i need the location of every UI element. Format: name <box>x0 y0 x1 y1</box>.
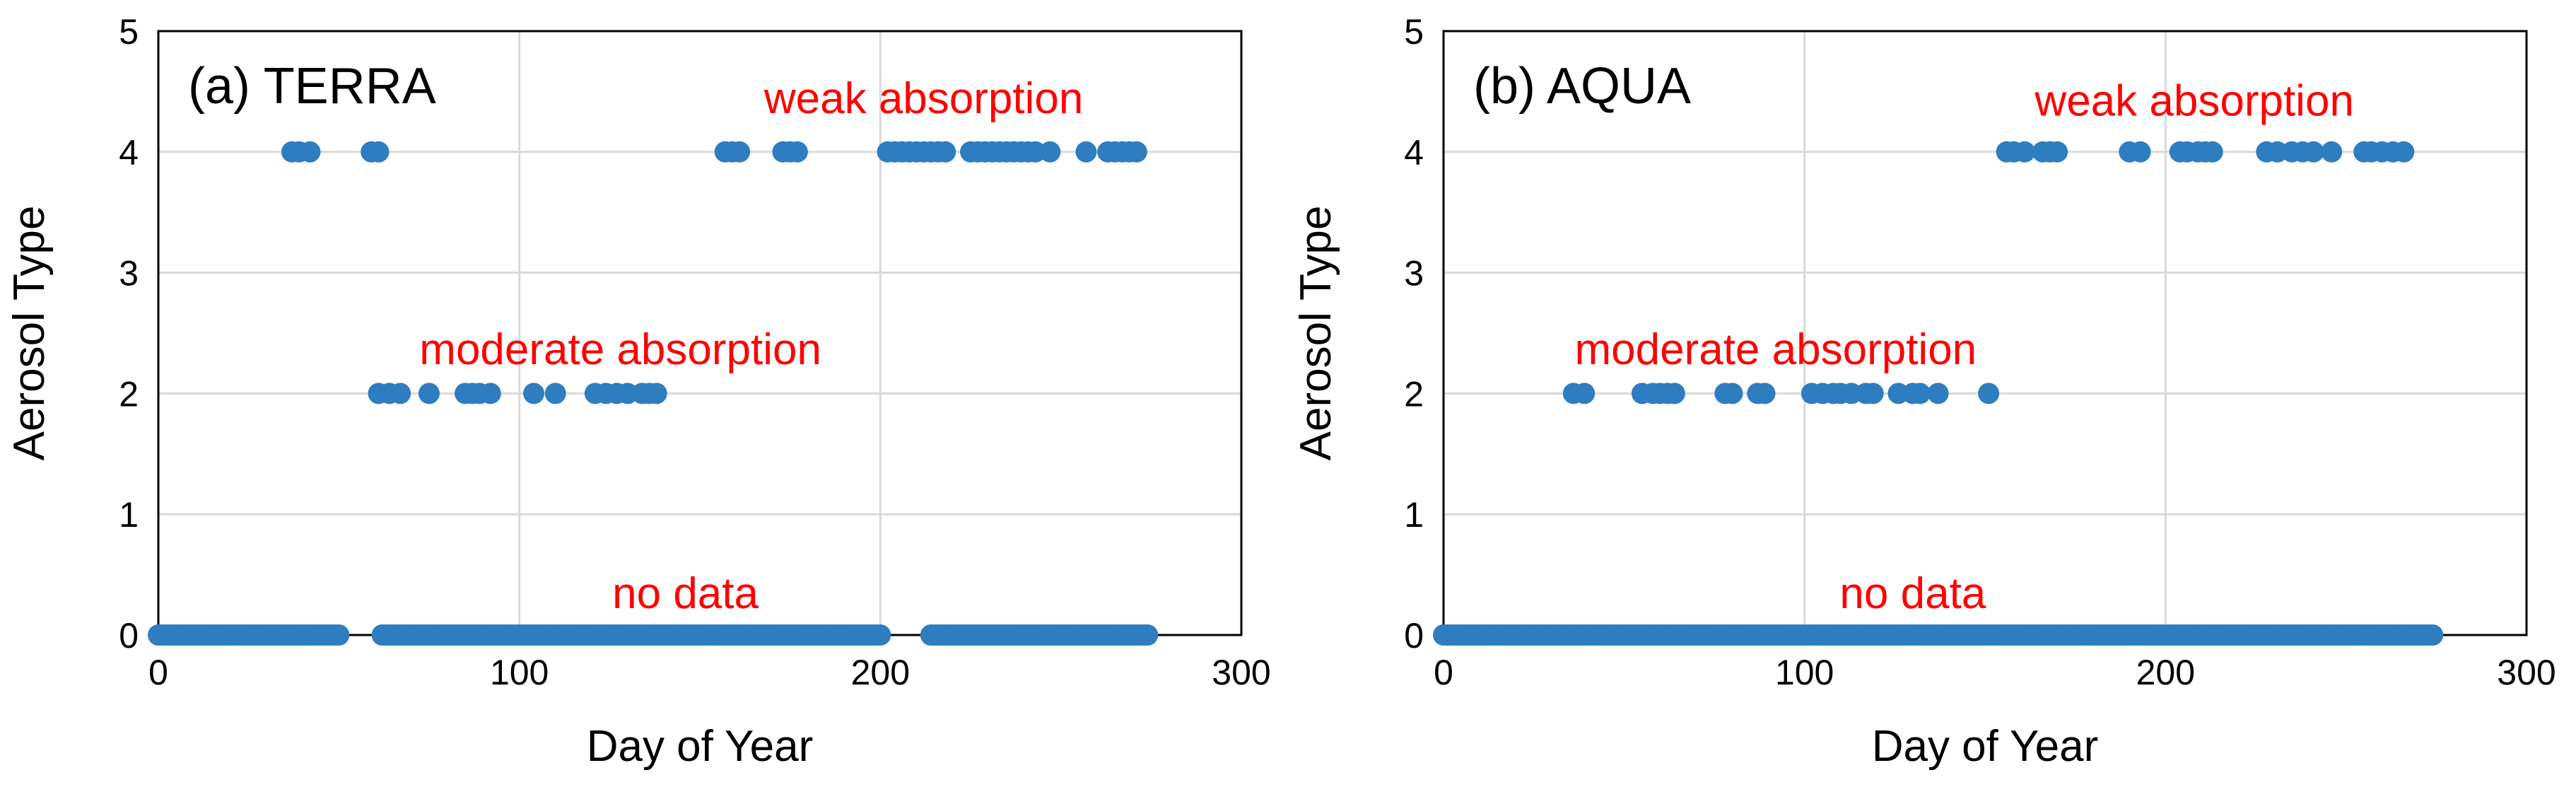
chart-1-point-310 <box>2201 141 2223 163</box>
chart-1-y-tick-label-0: 0 <box>1404 616 1424 656</box>
chart-1-annotation-1: moderate absorption <box>1574 325 1977 374</box>
chart-0-point-298 <box>1039 141 1061 163</box>
chart-1-point-296 <box>1927 383 1949 404</box>
chart-1-x-tick-label-2: 200 <box>2136 653 2195 692</box>
chart-0-x-tick-label-3: 300 <box>1212 653 1270 692</box>
chart-1-x-tick-label-0: 0 <box>1434 653 1453 692</box>
chart-1-annotation-0: weak absorption <box>2034 76 2354 125</box>
chart-0-y-tick-label-2: 2 <box>119 374 139 414</box>
chart-0-x-tick-label-0: 0 <box>148 653 168 692</box>
chart-0-point-259 <box>523 383 545 404</box>
chart-0-point-258 <box>479 383 501 404</box>
chart-1-point-276 <box>1574 383 1596 404</box>
chart-0-y-tick-label-3: 3 <box>119 254 139 293</box>
chart-1-point-300 <box>2014 141 2036 163</box>
chart-1-point-281 <box>1663 383 1685 404</box>
chart-1-panel-title: (b) AQUA <box>1473 58 1691 115</box>
chart-1-point-292 <box>1862 383 1884 404</box>
chart-1-y-tick-label-1: 1 <box>1404 495 1424 535</box>
chart-0-y-axis-title: Aerosol Type <box>5 206 54 461</box>
chart-0-point-253 <box>390 383 411 404</box>
chart-0-point-304 <box>1125 141 1147 163</box>
chart-1-point-316 <box>2321 141 2343 163</box>
chart-0-point-272 <box>368 141 390 163</box>
chart-1-point-285 <box>1754 383 1776 404</box>
chart-1-point-295 <box>1909 383 1931 404</box>
chart-1-x-axis-title: Day of Year <box>1872 722 2099 771</box>
chart-0-point-287 <box>935 141 956 163</box>
chart-0-point-270 <box>299 141 321 163</box>
chart-1-point-321 <box>2393 141 2415 163</box>
panel-terra: 0 100 200 300 0 1 2 3 4 5 Day of Year Aerosol Type (… <box>5 12 1271 771</box>
chart-0-annotation-2: no data <box>612 569 759 618</box>
chart-0-point-254 <box>418 383 440 404</box>
chart-0-y-tick-label-0: 0 <box>119 616 139 656</box>
chart-1-point-305 <box>2129 141 2151 163</box>
chart-0-panel-title: (a) TERRA <box>188 58 436 115</box>
chart-0-point-267 <box>645 383 667 404</box>
chart-0-annotation-1: moderate absorption <box>419 325 821 374</box>
chart-0-y-tick-label-4: 4 <box>119 133 139 173</box>
chart-1-point-303 <box>2047 141 2068 163</box>
chart-0-y-tick-label-1: 1 <box>119 495 139 535</box>
chart-0-point-50 <box>328 624 350 646</box>
chart-1-y-axis-title: Aerosol Type <box>1292 206 1340 461</box>
chart-1-point-274 <box>2422 624 2444 646</box>
chart-0-point-189 <box>870 624 891 646</box>
chart-1-y-tick-label-3: 3 <box>1404 254 1424 293</box>
chart-0-x-axis-title: Day of Year <box>587 722 814 771</box>
chart-0-point-299 <box>1075 141 1097 163</box>
chart-1-annotation-2: no data <box>1839 569 1986 618</box>
chart-0-annotation-0: weak absorption <box>763 74 1084 123</box>
chart-1-point-315 <box>2302 141 2324 163</box>
chart-0-point-278 <box>786 141 808 163</box>
chart-0-point-260 <box>544 383 566 404</box>
chart-0-point-275 <box>729 141 751 163</box>
chart-0-x-tick-label-1: 100 <box>490 653 549 692</box>
chart-1-y-tick-label-4: 4 <box>1404 133 1424 173</box>
chart-0-point-250 <box>1137 624 1159 646</box>
panel-aqua: 0 100 200 300 0 1 2 3 4 5 Day of Year Aerosol Type (… <box>1292 12 2556 771</box>
chart-0-y-tick-label-5: 5 <box>119 12 139 52</box>
chart-1-point-283 <box>1721 383 1743 404</box>
chart-1-x-tick-label-1: 100 <box>1775 653 1834 692</box>
chart-1-y-tick-label-5: 5 <box>1404 12 1424 52</box>
chart-0-x-tick-label-2: 200 <box>851 653 910 692</box>
chart-1-point-297 <box>1978 383 2000 404</box>
chart-1-y-tick-label-2: 2 <box>1404 374 1424 414</box>
chart-1-x-tick-label-3: 300 <box>2497 653 2555 692</box>
